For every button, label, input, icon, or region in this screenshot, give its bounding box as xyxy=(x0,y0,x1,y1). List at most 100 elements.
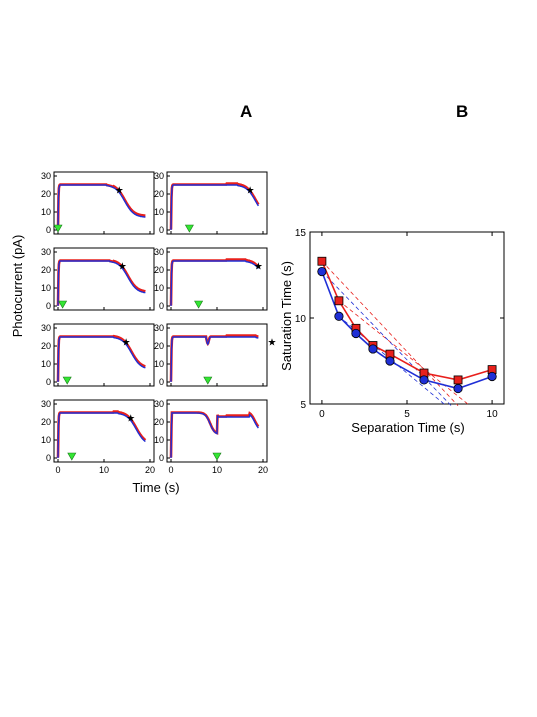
y-tick-label: 0 xyxy=(46,377,51,387)
flash-marker xyxy=(194,300,204,309)
subplot-frame xyxy=(166,323,268,387)
subplot-r2-c1: 0 10 20 30 ★ xyxy=(41,247,155,311)
x-tick-label: 0 xyxy=(319,409,325,420)
panel-label-b: B xyxy=(456,102,468,121)
x-tick-label: 10 xyxy=(99,465,109,475)
x-tick-label: 20 xyxy=(145,465,155,475)
subplot-frame xyxy=(53,247,155,311)
y-tick-label: 20 xyxy=(154,417,164,427)
x-tick-label: 5 xyxy=(404,409,410,420)
y-tick-label: 0 xyxy=(159,225,164,235)
flash-marker xyxy=(212,452,222,461)
saturation-star: ★ xyxy=(254,262,263,273)
saturation-star: ★ xyxy=(115,186,124,197)
x-tick-label: 10 xyxy=(212,465,222,475)
panel-a-x-axis-title: Time (s) xyxy=(132,480,179,495)
measured-trace xyxy=(169,411,260,458)
y-tick-label: 15 xyxy=(295,228,307,239)
series-line-square xyxy=(321,260,493,381)
subplot-frame xyxy=(166,247,268,311)
y-tick-label: 20 xyxy=(154,189,164,199)
circle-point xyxy=(487,371,497,382)
y-tick-label: 5 xyxy=(300,400,306,411)
saturation-star: ★ xyxy=(122,338,131,349)
y-tick-label: 30 xyxy=(154,247,164,257)
y-tick-label: 20 xyxy=(154,341,164,351)
subplot-frame xyxy=(53,171,155,235)
circle-point xyxy=(334,311,344,321)
y-tick-label: 10 xyxy=(41,283,51,293)
model-trace xyxy=(170,260,259,307)
flash-marker xyxy=(184,224,194,233)
circle-point xyxy=(419,375,429,385)
subplot-r3-c2: 0 10 20 30 ★ xyxy=(154,323,277,387)
panel-b-saturation-chart: 0 5 10 5 10 15 xyxy=(295,228,505,420)
circle-point xyxy=(385,356,395,366)
y-tick-label: 20 xyxy=(41,189,51,199)
saturation-star: ★ xyxy=(246,186,255,197)
flash-marker xyxy=(203,376,213,385)
y-tick-label: 10 xyxy=(154,435,164,445)
subplot-frame xyxy=(166,171,268,235)
y-tick-label: 30 xyxy=(41,247,51,257)
y-tick-label: 0 xyxy=(46,453,51,463)
x-tick-label: 0 xyxy=(55,465,60,475)
model-trace xyxy=(170,412,259,459)
y-tick-label: 0 xyxy=(159,377,164,387)
panel-a-small-multiples: 0 10 20 30 ★ 0 10 20 30 ★ 0 10 20 30 ★ 0 10 20 30 ★ 0 10 20 30 ★… xyxy=(41,171,277,475)
y-tick-label: 30 xyxy=(154,171,164,181)
subplot-r1-c1: 0 10 20 30 ★ xyxy=(41,171,155,235)
measured-trace xyxy=(169,258,260,306)
y-tick-label: 30 xyxy=(154,323,164,333)
y-tick-label: 10 xyxy=(41,435,51,445)
dashed-guide-line xyxy=(321,260,459,406)
subplot-r4-c2: 0 10 20 30 0 10 20 xyxy=(154,399,268,475)
square-point xyxy=(317,256,327,266)
panel-b-x-axis-title: Separation Time (s) xyxy=(351,420,464,435)
circle-point xyxy=(453,383,463,394)
subplot-r3-c1: 0 10 20 30 ★ xyxy=(41,323,155,387)
model-trace xyxy=(170,336,259,383)
y-tick-label: 0 xyxy=(46,225,51,235)
saturation-star: ★ xyxy=(126,414,135,425)
panel-label-a: A xyxy=(240,102,252,121)
y-tick-label: 10 xyxy=(295,314,307,325)
measured-trace xyxy=(169,334,259,382)
model-trace xyxy=(170,184,259,231)
flash-marker xyxy=(67,452,77,461)
panel-b-y-axis-title: Saturation Time (s) xyxy=(279,261,294,371)
y-tick-label: 30 xyxy=(41,323,51,333)
x-tick-label: 20 xyxy=(258,465,268,475)
y-tick-label: 10 xyxy=(154,207,164,217)
model-trace xyxy=(57,336,146,383)
flash-marker xyxy=(53,224,63,233)
square-point xyxy=(453,375,463,385)
saturation-star: ★ xyxy=(118,262,127,273)
y-tick-label: 10 xyxy=(41,207,51,217)
y-tick-label: 20 xyxy=(41,417,51,427)
circle-point xyxy=(317,266,327,277)
dashed-guide-line xyxy=(338,300,471,407)
x-tick-label: 0 xyxy=(168,465,173,475)
subplot-r1-c2: 0 10 20 30 ★ xyxy=(154,171,268,235)
measured-trace xyxy=(56,259,146,306)
y-tick-label: 0 xyxy=(159,301,164,311)
panel-a-y-axis-title: Photocurrent (pA) xyxy=(10,235,25,338)
series-line-circle xyxy=(321,271,493,390)
model-trace xyxy=(57,184,146,231)
y-tick-label: 30 xyxy=(41,171,51,181)
measured-trace xyxy=(56,183,146,230)
model-trace xyxy=(57,260,146,307)
y-tick-label: 10 xyxy=(41,359,51,369)
circle-point xyxy=(368,344,378,354)
y-tick-label: 10 xyxy=(154,283,164,293)
y-tick-label: 30 xyxy=(41,399,51,409)
saturation-star: ★ xyxy=(268,338,277,349)
measured-trace xyxy=(56,334,146,382)
y-tick-label: 10 xyxy=(154,359,164,369)
y-tick-label: 0 xyxy=(46,301,51,311)
subplot-r4-c1: 0 10 20 30 0 10 20 ★ xyxy=(41,399,155,475)
flash-marker xyxy=(62,376,72,385)
circle-point xyxy=(351,328,361,339)
